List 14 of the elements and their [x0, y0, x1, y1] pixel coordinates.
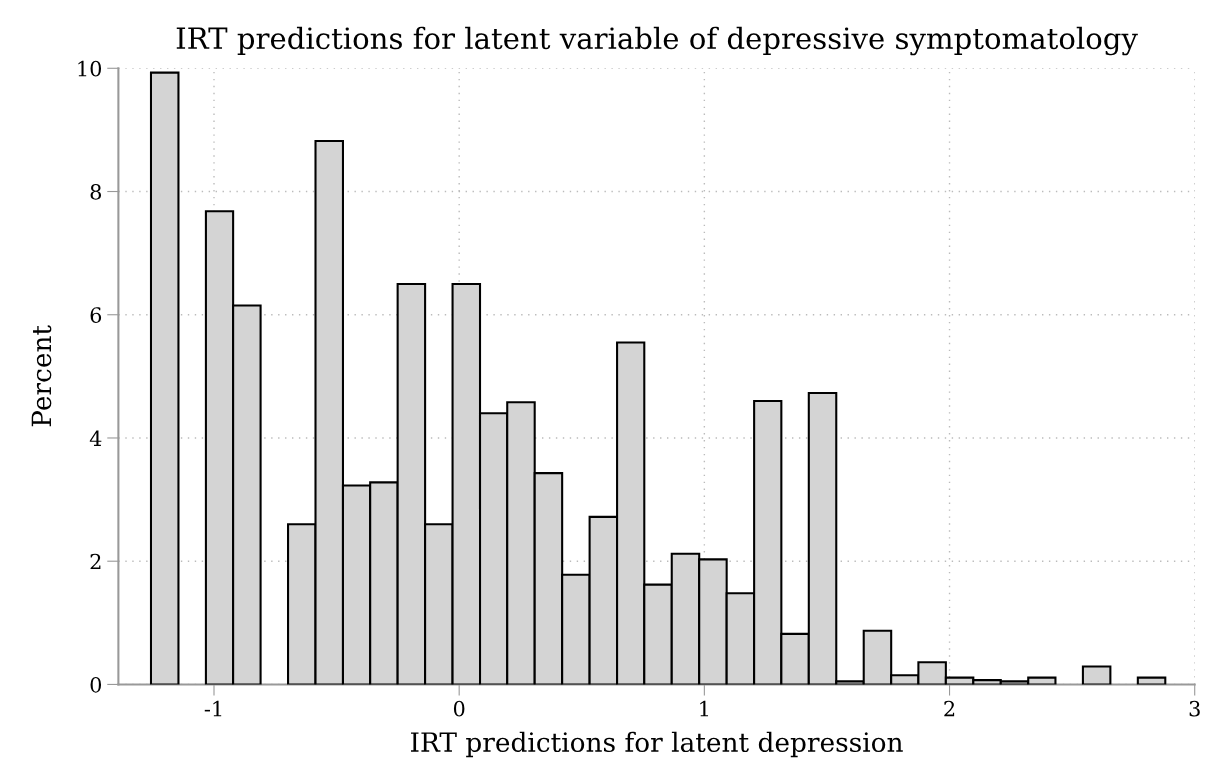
y-axis-title: Percent [31, 325, 52, 427]
chart-title: IRT predictions for latent variable of depressive symptomatology [176, 26, 1138, 56]
x-axis-title: IRT predictions for latent depression [411, 731, 903, 758]
y-tick-label: 0 [90, 676, 102, 693]
x-tick-label: -1 [204, 700, 222, 717]
y-tick-label: 6 [90, 307, 102, 323]
y-tick-label: 2 [90, 553, 101, 570]
x-tick-label: 0 [453, 700, 465, 717]
y-tick-label: 4 [89, 430, 102, 446]
y-tick-label: 8 [90, 183, 102, 200]
x-tick-label: 3 [1189, 700, 1200, 717]
x-tick-label: 1 [700, 700, 709, 717]
x-tick-label: 2 [944, 700, 955, 717]
y-tick-label: 10 [78, 60, 102, 77]
